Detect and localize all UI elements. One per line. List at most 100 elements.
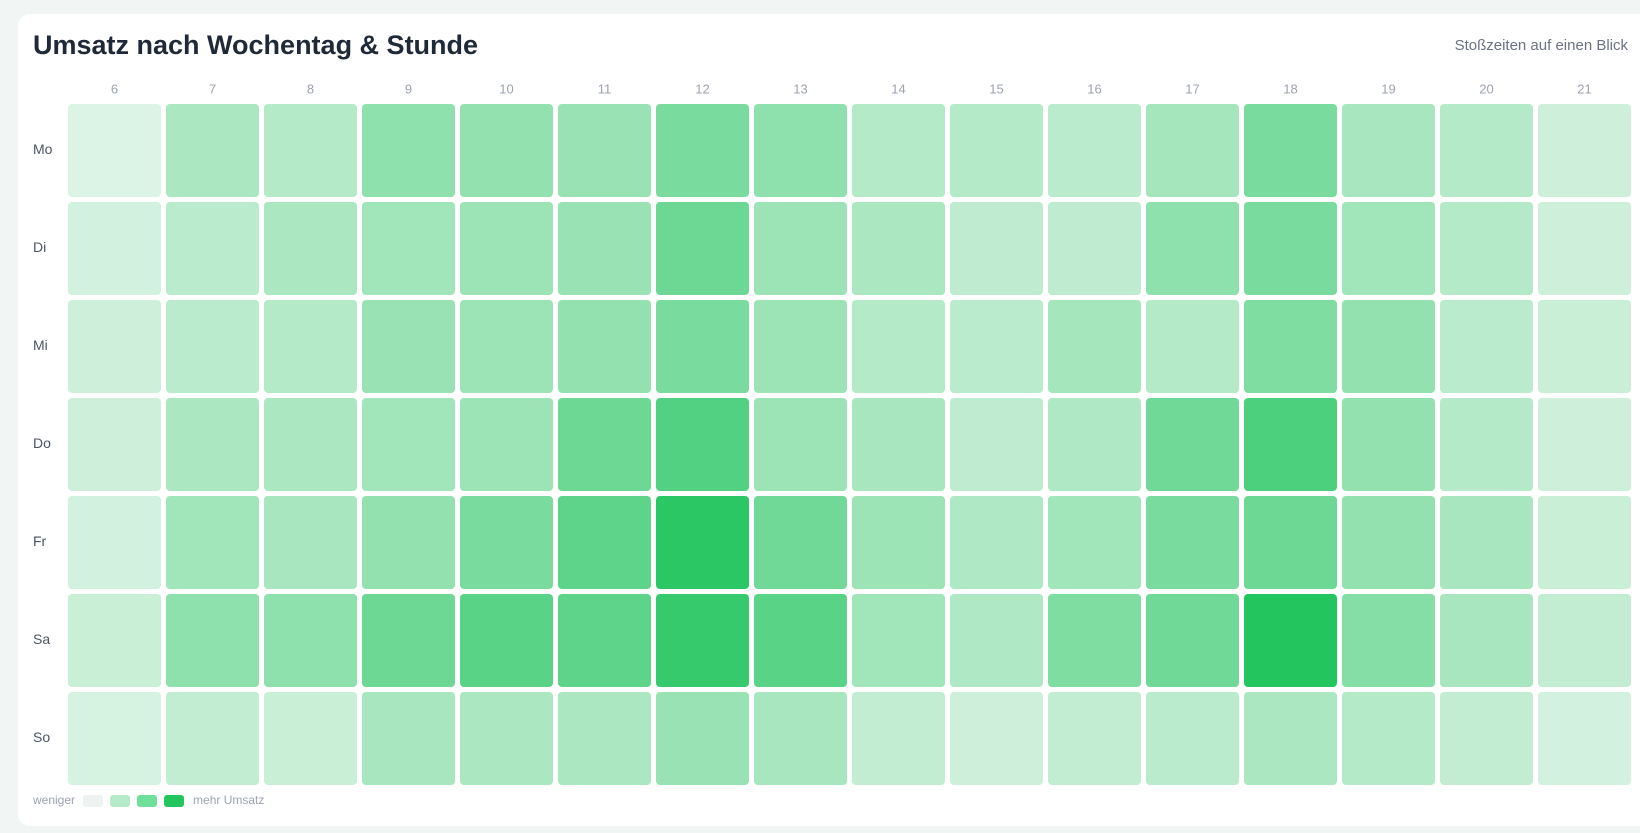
heatmap-cell: [1146, 300, 1239, 393]
heatmap-cell: [1048, 496, 1141, 589]
heatmap-cell: [1146, 692, 1239, 785]
heatmap-cell: [1244, 496, 1337, 589]
heatmap-cell: [950, 202, 1043, 295]
heatmap-cell: [1342, 104, 1435, 197]
heatmap-cell: [362, 692, 455, 785]
heatmap-cell: [166, 496, 259, 589]
heatmap-cell: [1440, 692, 1533, 785]
heatmap-cell: [362, 104, 455, 197]
heatmap-cell: [950, 594, 1043, 687]
heatmap-cell: [362, 496, 455, 589]
heatmap-cell: [1048, 594, 1141, 687]
y-tick-label: Sa: [33, 631, 50, 647]
heatmap-cell: [1342, 202, 1435, 295]
heatmap-cell: [852, 104, 945, 197]
x-tick-label: 9: [405, 81, 412, 96]
heatmap-cell: [264, 202, 357, 295]
heatmap-cell: [852, 692, 945, 785]
heatmap-cell: [1048, 692, 1141, 785]
heatmap-cell: [754, 300, 847, 393]
heatmap-cell: [264, 692, 357, 785]
heatmap-cell: [1342, 398, 1435, 491]
heatmap-cell: [656, 300, 749, 393]
legend-label: mehr Umsatz: [193, 793, 264, 807]
x-tick-label: 16: [1087, 81, 1101, 96]
heatmap-cell: [362, 398, 455, 491]
heatmap-cell: [558, 300, 651, 393]
heatmap-cell: [264, 300, 357, 393]
heatmap-cell: [656, 692, 749, 785]
heatmap-cell: [656, 104, 749, 197]
heatmap-cell: [1538, 398, 1631, 491]
heatmap-cell: [1244, 300, 1337, 393]
heatmap-cell: [68, 104, 161, 197]
heatmap-cell: [950, 300, 1043, 393]
heatmap-cell: [754, 692, 847, 785]
heatmap-cell: [460, 202, 553, 295]
heatmap-cell: [558, 202, 651, 295]
heatmap-cell: [166, 594, 259, 687]
x-tick-label: 8: [307, 81, 314, 96]
heatmap-cell: [754, 202, 847, 295]
heatmap-cell: [1440, 594, 1533, 687]
heatmap-cell: [1244, 104, 1337, 197]
heatmap-cell: [1538, 692, 1631, 785]
heatmap-cell: [460, 300, 553, 393]
heatmap-cell: [68, 594, 161, 687]
x-tick-label: 15: [989, 81, 1003, 96]
heatmap-cell: [68, 496, 161, 589]
heatmap-cell: [1244, 398, 1337, 491]
heatmap-cell: [460, 398, 553, 491]
heatmap-cell: [68, 692, 161, 785]
heatmap-cell: [166, 104, 259, 197]
heatmap-cell: [656, 594, 749, 687]
x-tick-label: 17: [1185, 81, 1199, 96]
heatmap-cell: [852, 398, 945, 491]
legend-swatch: [110, 795, 131, 807]
chart-title: Umsatz nach Wochentag & Stunde: [33, 30, 478, 60]
heatmap-cell: [950, 496, 1043, 589]
heatmap-cell: [754, 104, 847, 197]
heatmap-cell: [852, 202, 945, 295]
x-tick-label: 7: [209, 81, 216, 96]
heatmap-cell: [1048, 104, 1141, 197]
y-tick-label: Do: [33, 435, 51, 451]
heatmap-cell: [1146, 202, 1239, 295]
heatmap-cell: [1146, 104, 1239, 197]
heatmap-cell: [656, 398, 749, 491]
heatmap-cell: [1342, 300, 1435, 393]
heatmap-cell: [1440, 496, 1533, 589]
heatmap-cell: [1538, 496, 1631, 589]
heatmap-cell: [754, 594, 847, 687]
legend-swatch: [137, 795, 158, 807]
heatmap-cell: [1342, 692, 1435, 785]
heatmap-cell: [950, 398, 1043, 491]
x-tick-label: 19: [1381, 81, 1395, 96]
heatmap-cell: [754, 496, 847, 589]
heatmap-cell: [1146, 496, 1239, 589]
heatmap-cell: [264, 104, 357, 197]
heatmap-cell: [362, 300, 455, 393]
y-tick-label: So: [33, 729, 50, 745]
heatmap-cell: [68, 300, 161, 393]
heatmap-cell: [1538, 202, 1631, 295]
heatmap-cell: [950, 692, 1043, 785]
heatmap-cell: [1146, 594, 1239, 687]
x-tick-label: 6: [111, 81, 118, 96]
y-tick-label: Mo: [33, 141, 53, 157]
heatmap-cell: [68, 398, 161, 491]
heatmap-cell: [1048, 398, 1141, 491]
heatmap-cell: [460, 104, 553, 197]
x-tick-label: 21: [1577, 81, 1591, 96]
legend-label: weniger: [32, 793, 75, 807]
x-tick-label: 10: [499, 81, 513, 96]
heatmap-cell: [558, 496, 651, 589]
heatmap-cell: [656, 202, 749, 295]
heatmap-cell: [1342, 496, 1435, 589]
x-tick-label: 11: [598, 81, 612, 96]
heatmap-cell: [1538, 300, 1631, 393]
heatmap-cell: [1244, 692, 1337, 785]
x-tick-label: 13: [793, 81, 807, 96]
heatmap-cell: [852, 594, 945, 687]
